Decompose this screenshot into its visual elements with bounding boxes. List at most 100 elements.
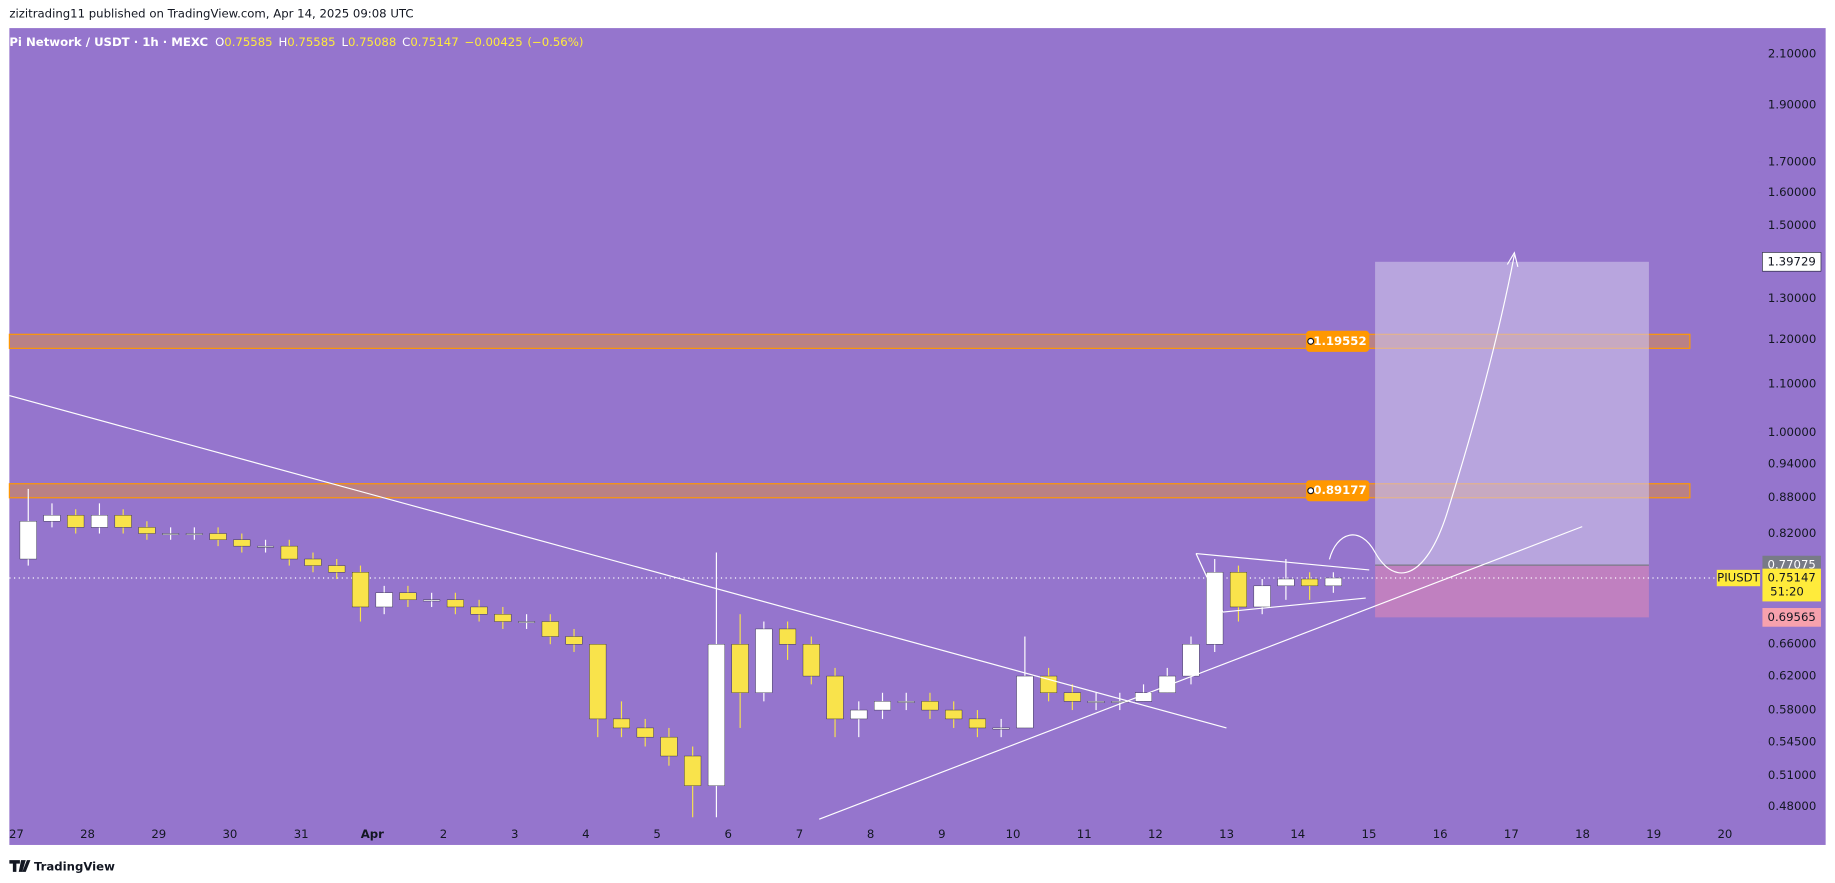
- symbol-header: Pi Network / USDT · 1h · MEXC O0.75585 H0.…: [9, 35, 583, 49]
- candle-body: [423, 599, 441, 602]
- profit-zone: [1375, 261, 1649, 566]
- change-value: −0.00425: [465, 35, 523, 49]
- x-tick-label: 17: [1504, 827, 1519, 841]
- candle-body: [185, 533, 203, 535]
- x-tick-label: 10: [1006, 827, 1021, 841]
- x-tick-label: 14: [1290, 827, 1305, 841]
- candle-body: [1016, 675, 1034, 729]
- candle-body: [114, 515, 132, 528]
- x-tick-label: 9: [938, 827, 945, 841]
- candle-body: [1206, 572, 1224, 645]
- y-tick-label: 1.10000: [1768, 376, 1816, 390]
- ohlc-name: C: [402, 35, 410, 49]
- x-tick-label: 15: [1362, 827, 1377, 841]
- candle-body: [707, 644, 725, 786]
- projection-curve: [1328, 255, 1515, 574]
- descending-trendline: [9, 395, 1227, 729]
- candle-body: [755, 628, 773, 693]
- ohlc-value: 0.75088: [348, 35, 396, 49]
- candle-body: [446, 599, 464, 608]
- x-tick-label: 12: [1148, 827, 1163, 841]
- candle-body: [945, 709, 963, 720]
- y-tick-label: 0.88000: [1768, 490, 1816, 504]
- x-tick-label: 20: [1717, 827, 1732, 841]
- y-tick-label: 0.58000: [1768, 703, 1816, 717]
- candle-body: [1253, 585, 1271, 608]
- candle-body: [565, 636, 583, 645]
- candle-body: [162, 533, 180, 535]
- y-tick-label: 2.10000: [1768, 47, 1816, 61]
- axes: 2.10000 1.90000 1.70000 1.60000 1.50000 1.300…: [9, 47, 1822, 841]
- x-tick-label: 13: [1219, 827, 1234, 841]
- x-tick-label: 27: [9, 827, 24, 841]
- candle-body: [1111, 701, 1129, 703]
- candle-body: [589, 644, 607, 720]
- y-tick-label: 0.54500: [1768, 734, 1816, 748]
- candle-body: [850, 709, 868, 720]
- candle-body: [1135, 692, 1153, 702]
- ascending-trendline: [818, 526, 1583, 820]
- y-tick-label: 0.94000: [1768, 456, 1816, 470]
- y-tick-label: 1.00000: [1768, 425, 1816, 439]
- candle-body: [494, 614, 512, 622]
- candle-body: [67, 515, 85, 528]
- y-tick-label: 0.82000: [1768, 526, 1816, 540]
- y-tick-label: 0.48000: [1768, 799, 1816, 813]
- price-tag-label: 1.39729: [1768, 254, 1816, 268]
- candle-body: [280, 545, 298, 560]
- x-tick-label: 2: [440, 827, 447, 841]
- y-tick-label: 1.50000: [1768, 218, 1816, 232]
- candle-body: [660, 736, 678, 757]
- x-tick-label: 28: [80, 827, 95, 841]
- candle-body: [613, 718, 630, 729]
- candle-body: [1087, 701, 1105, 703]
- price-tag-label: 0.77075: [1768, 558, 1816, 572]
- level-label: 0.89177: [1313, 483, 1366, 497]
- candle-body: [897, 701, 915, 703]
- footer: TradingView: [9, 860, 115, 874]
- candle-body: [518, 621, 536, 623]
- symbol-tag-label: PIUSDT: [1717, 571, 1760, 585]
- change-percent: (−0.56%): [527, 35, 583, 49]
- candle-body: [1277, 578, 1295, 587]
- x-tick-label: 6: [725, 827, 732, 841]
- y-tick-label: 0.62000: [1768, 669, 1816, 683]
- x-tick-label: 4: [582, 827, 589, 841]
- level-label: 1.19552: [1313, 334, 1366, 348]
- level-tag: [1306, 330, 1370, 352]
- ohlc-value: 0.75585: [224, 35, 272, 49]
- y-tick-label: 1.70000: [1768, 154, 1816, 168]
- price-tag: [1762, 608, 1821, 627]
- x-tick-label: 30: [223, 827, 238, 841]
- x-tick-label: 16: [1433, 827, 1448, 841]
- symbol-tag: [1716, 569, 1761, 587]
- y-tick-label: 1.20000: [1768, 332, 1816, 346]
- x-tick-label: 18: [1575, 827, 1590, 841]
- candle-body: [826, 675, 844, 720]
- candle-body: [43, 515, 61, 522]
- y-tick-label: 1.90000: [1768, 98, 1816, 112]
- candle-body: [209, 533, 227, 540]
- candle-body: [992, 727, 1010, 730]
- level-handle: [1307, 337, 1315, 345]
- y-tick-label: 1.30000: [1768, 291, 1816, 305]
- candle-body: [1040, 675, 1058, 693]
- candle-body: [968, 718, 986, 729]
- trendlines: [9, 251, 1583, 820]
- y-tick-label: 0.51000: [1768, 768, 1816, 782]
- x-tick-label: Apr: [361, 827, 384, 841]
- drawings: 1.19552 0.89177: [8, 261, 1756, 618]
- candle-body: [1182, 644, 1200, 677]
- ohlc-name: L: [341, 35, 348, 49]
- candle-body: [470, 606, 488, 615]
- triangle-upper: [1195, 552, 1370, 571]
- level-zone: [8, 333, 1691, 349]
- level-handle: [1307, 487, 1315, 495]
- candle-body: [399, 592, 417, 601]
- last-price-label: 0.75147: [1768, 571, 1816, 585]
- triangle-lower: [1222, 597, 1366, 613]
- candle-body: [636, 727, 654, 738]
- price-tag: [1762, 252, 1822, 272]
- candle-body: [19, 521, 37, 560]
